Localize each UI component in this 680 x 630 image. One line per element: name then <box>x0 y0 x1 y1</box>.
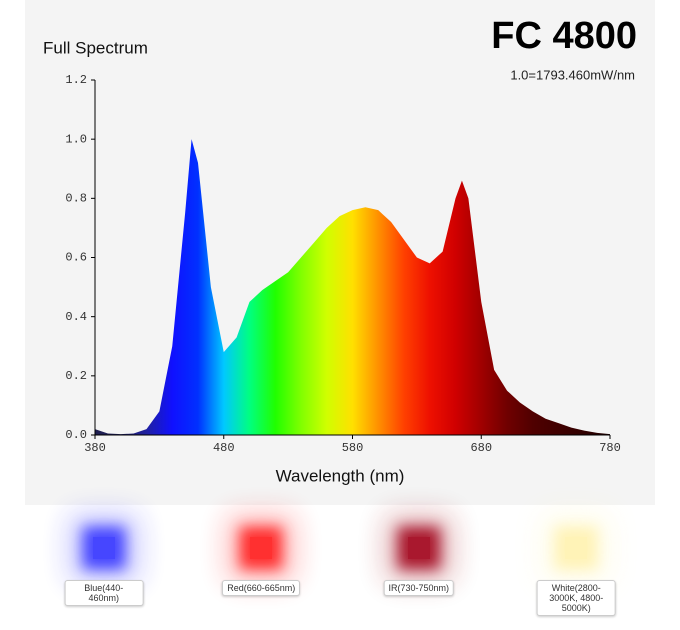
y-tick-label: 0.4 <box>65 310 87 324</box>
light-label: IR(730-750nm) <box>383 580 455 596</box>
y-tick-label: 0.8 <box>65 192 87 206</box>
light-swatch <box>565 537 588 559</box>
y-tick-label: 1.2 <box>65 73 87 87</box>
y-tick-label: 0.6 <box>65 251 87 265</box>
x-tick-label: 480 <box>213 441 235 455</box>
x-tick-label: 380 <box>84 441 106 455</box>
light-source: Blue(440-460nm) <box>25 510 183 620</box>
light-source: Red(660-665nm) <box>183 510 341 620</box>
light-sources: Blue(440-460nm) Red(660-665nm) IR(730-750n… <box>25 510 655 620</box>
light-source: IR(730-750nm) <box>340 510 498 620</box>
light-label: Blue(440-460nm) <box>64 580 144 606</box>
light-swatch <box>407 537 430 559</box>
x-tick-label: 580 <box>342 441 364 455</box>
light-source: White(2800-3000K, 4800-5000K) <box>498 510 656 620</box>
light-swatch <box>92 537 115 559</box>
chart-subtitle: Full Spectrum <box>43 38 148 57</box>
light-label: Red(660-665nm) <box>222 580 301 596</box>
y-tick-label: 0.0 <box>65 428 87 442</box>
scale-note: 1.0=1793.460mW/nm <box>510 67 635 82</box>
light-label: White(2800-3000K, 4800-5000K) <box>536 580 616 616</box>
x-tick-label: 780 <box>599 441 621 455</box>
spectrum-area <box>95 139 610 435</box>
y-tick-label: 0.2 <box>65 369 87 383</box>
light-swatch <box>250 537 273 559</box>
chart-title: FC 4800 <box>491 15 637 57</box>
y-tick-label: 1.0 <box>65 132 87 146</box>
x-axis-label: Wavelength (nm) <box>276 466 405 485</box>
x-tick-label: 680 <box>470 441 492 455</box>
chart: Full Spectrum FC 4800 1.0=1793.460mW/nm … <box>43 15 637 485</box>
